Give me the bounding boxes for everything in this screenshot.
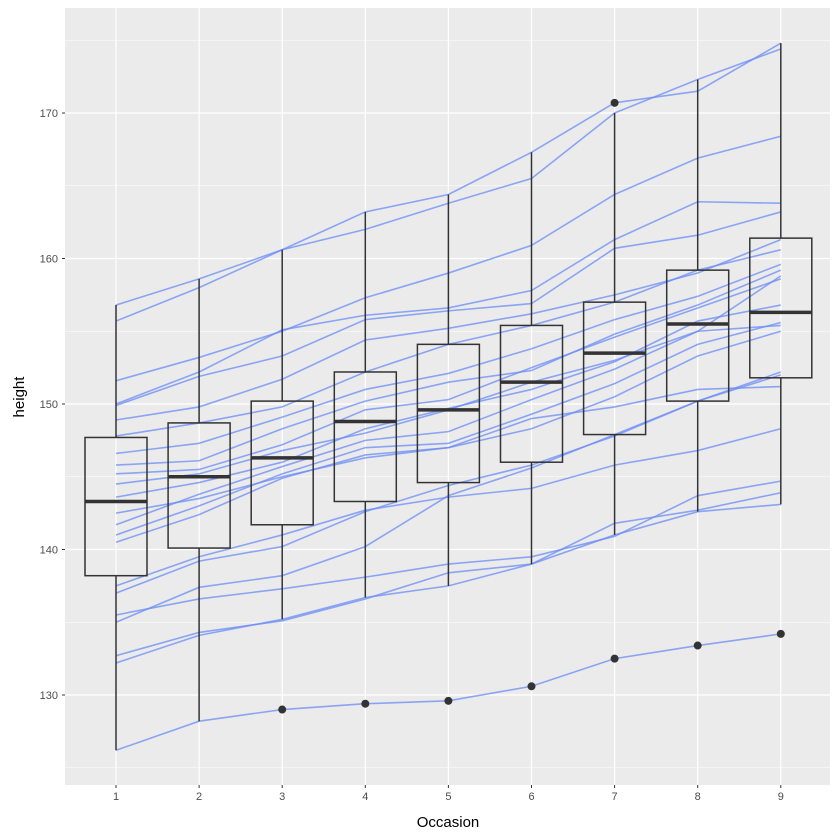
outlier-point <box>527 682 536 691</box>
x-tick-label: 6 <box>528 791 534 803</box>
outlier-point <box>610 654 619 663</box>
y-tick-label: 130 <box>40 690 58 702</box>
outlier-point <box>610 98 619 107</box>
subject-line <box>115 263 782 455</box>
y-tick-label: 140 <box>40 545 58 557</box>
subject-line <box>115 269 782 466</box>
box <box>582 301 647 436</box>
box <box>665 269 730 402</box>
y-tick-label: 160 <box>40 254 58 266</box>
x-tick-label: 4 <box>362 791 368 803</box>
subject-line <box>115 275 782 526</box>
subject-line <box>115 278 782 475</box>
subject-line <box>115 321 782 536</box>
box <box>749 237 813 379</box>
panel-background <box>65 8 830 785</box>
x-tick-label: 2 <box>196 791 202 803</box>
y-tick-label: 170 <box>40 108 58 120</box>
y-axis-label: height <box>11 376 28 418</box>
box <box>499 324 564 463</box>
box <box>333 371 398 503</box>
y-tick-label: 150 <box>40 399 58 411</box>
box <box>167 422 231 549</box>
x-tick-label: 3 <box>279 791 285 803</box>
x-tick-label: 5 <box>445 791 451 803</box>
outlier-point <box>361 699 370 708</box>
outlier-point <box>278 705 287 714</box>
box <box>84 436 148 577</box>
outlier-point <box>693 641 702 650</box>
x-tick-label: 9 <box>778 791 784 803</box>
box <box>250 400 314 526</box>
subject-line <box>115 385 781 514</box>
outlier-point <box>444 696 453 705</box>
x-tick-label: 8 <box>695 791 701 803</box>
outlier-point <box>776 629 785 638</box>
box <box>416 343 481 484</box>
x-tick-label: 7 <box>612 791 618 803</box>
x-axis-label: Occasion <box>417 814 480 831</box>
x-tick-label: 1 <box>113 791 119 803</box>
